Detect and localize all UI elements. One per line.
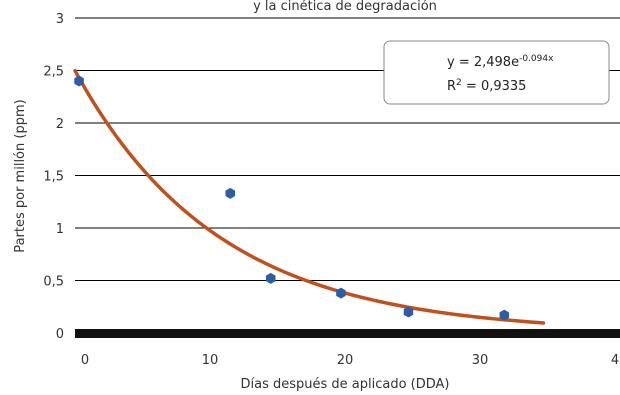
data-point bbox=[225, 187, 236, 199]
y-tick-label: 1,5 bbox=[43, 170, 64, 185]
data-point bbox=[499, 309, 510, 321]
y-tick-label: 0,5 bbox=[43, 275, 64, 290]
data-point bbox=[336, 287, 346, 299]
y-axis-ticks: 0 0,5 1 1,5 2 2,5 3 bbox=[43, 12, 64, 342]
x-tick-label: 0 bbox=[81, 353, 89, 368]
data-point bbox=[403, 306, 414, 318]
y-tick-label: 2 bbox=[56, 117, 64, 132]
x-tick-label: 30 bbox=[472, 353, 489, 368]
y-tick-label: 2,5 bbox=[43, 65, 64, 80]
equation-box: y = 2,498e-0.094x R2 = 0,9335 bbox=[383, 40, 610, 105]
grid-lines bbox=[75, 17, 620, 281]
trendline bbox=[73, 68, 546, 325]
y-tick-label: 0 bbox=[56, 327, 64, 342]
data-point bbox=[265, 272, 276, 284]
y-tick-label: 3 bbox=[56, 12, 64, 27]
x-axis-baseline bbox=[75, 329, 620, 338]
x-axis-ticks: 0 10 20 30 4 bbox=[81, 353, 619, 368]
y-axis-title: Partes por millón (ppm) bbox=[13, 99, 28, 252]
data-point bbox=[74, 75, 84, 87]
trendline-equation: y = 2,498e-0.094x bbox=[447, 54, 554, 70]
data-points bbox=[74, 75, 510, 321]
chart-title: y la cinética de degradación bbox=[253, 0, 437, 14]
x-tick-label: 10 bbox=[202, 353, 219, 368]
x-tick-label: 4 bbox=[611, 353, 619, 368]
r-squared-label: R2 = 0,9335 bbox=[447, 78, 526, 94]
x-axis-title: Días después de aplicado (DDA) bbox=[240, 377, 449, 392]
x-tick-label: 20 bbox=[337, 353, 354, 368]
y-tick-label: 1 bbox=[56, 222, 64, 237]
equation-box-frame bbox=[383, 40, 610, 105]
